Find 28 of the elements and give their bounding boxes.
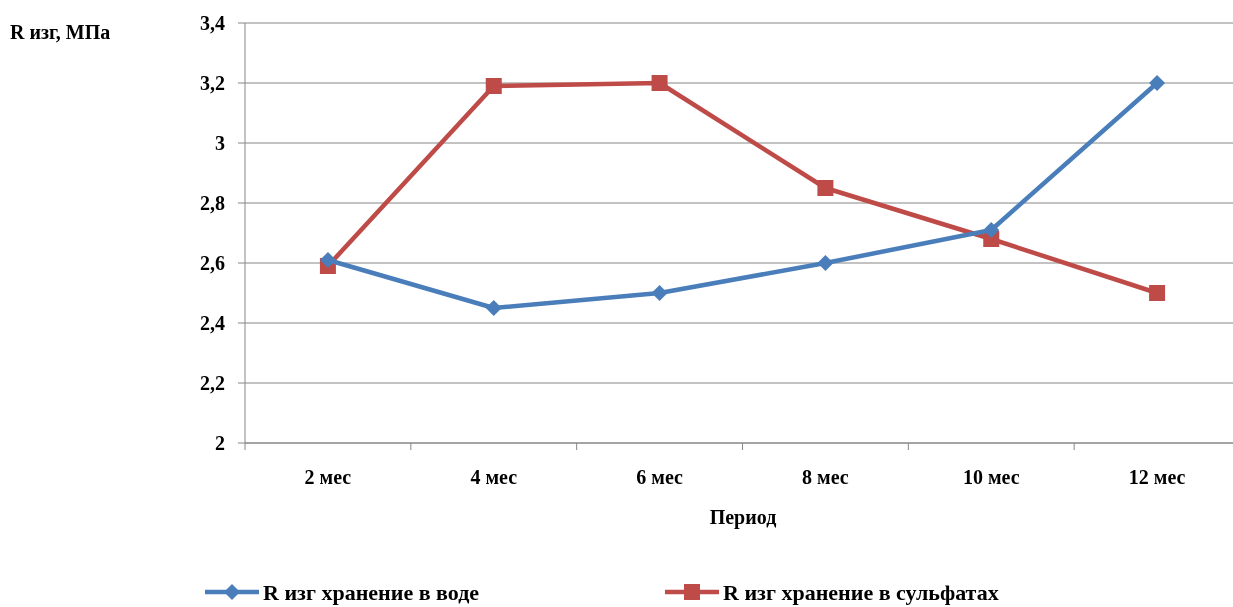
y-tick-label: 3 — [215, 132, 225, 154]
point — [983, 222, 1000, 238]
point — [817, 255, 834, 271]
x-tick-label: 10 мес — [962, 466, 1020, 488]
x-tick-label: 6 мес — [636, 466, 684, 488]
y-tick-label: 2,6 — [200, 252, 225, 274]
point — [817, 180, 834, 196]
y-tick-label: 3,2 — [200, 72, 225, 94]
point — [485, 300, 502, 316]
point — [651, 285, 668, 301]
legend-label: R изг хранение в сульфатах — [723, 579, 999, 605]
y-tick-label: 2,4 — [200, 312, 225, 334]
point — [485, 78, 502, 94]
x-tick-label: 12 мес — [1128, 466, 1186, 488]
legend-label: R изг хранение в воде — [263, 579, 480, 605]
y-tick-label: 2 — [215, 432, 225, 454]
x-tick-label: 8 мес — [802, 466, 849, 488]
y-axis-title: R изг, МПа — [10, 21, 111, 43]
y-tick-label: 2,8 — [200, 192, 225, 214]
point — [1149, 285, 1166, 301]
y-tick-label: 3,4 — [200, 12, 225, 34]
point — [319, 252, 336, 268]
point — [651, 75, 668, 91]
point — [1149, 75, 1166, 91]
x-axis-title: Период — [709, 506, 777, 529]
x-tick-label: 4 мес — [470, 466, 518, 488]
y-tick-label: 2,2 — [200, 372, 225, 394]
x-tick-label: 2 мес — [304, 466, 352, 488]
